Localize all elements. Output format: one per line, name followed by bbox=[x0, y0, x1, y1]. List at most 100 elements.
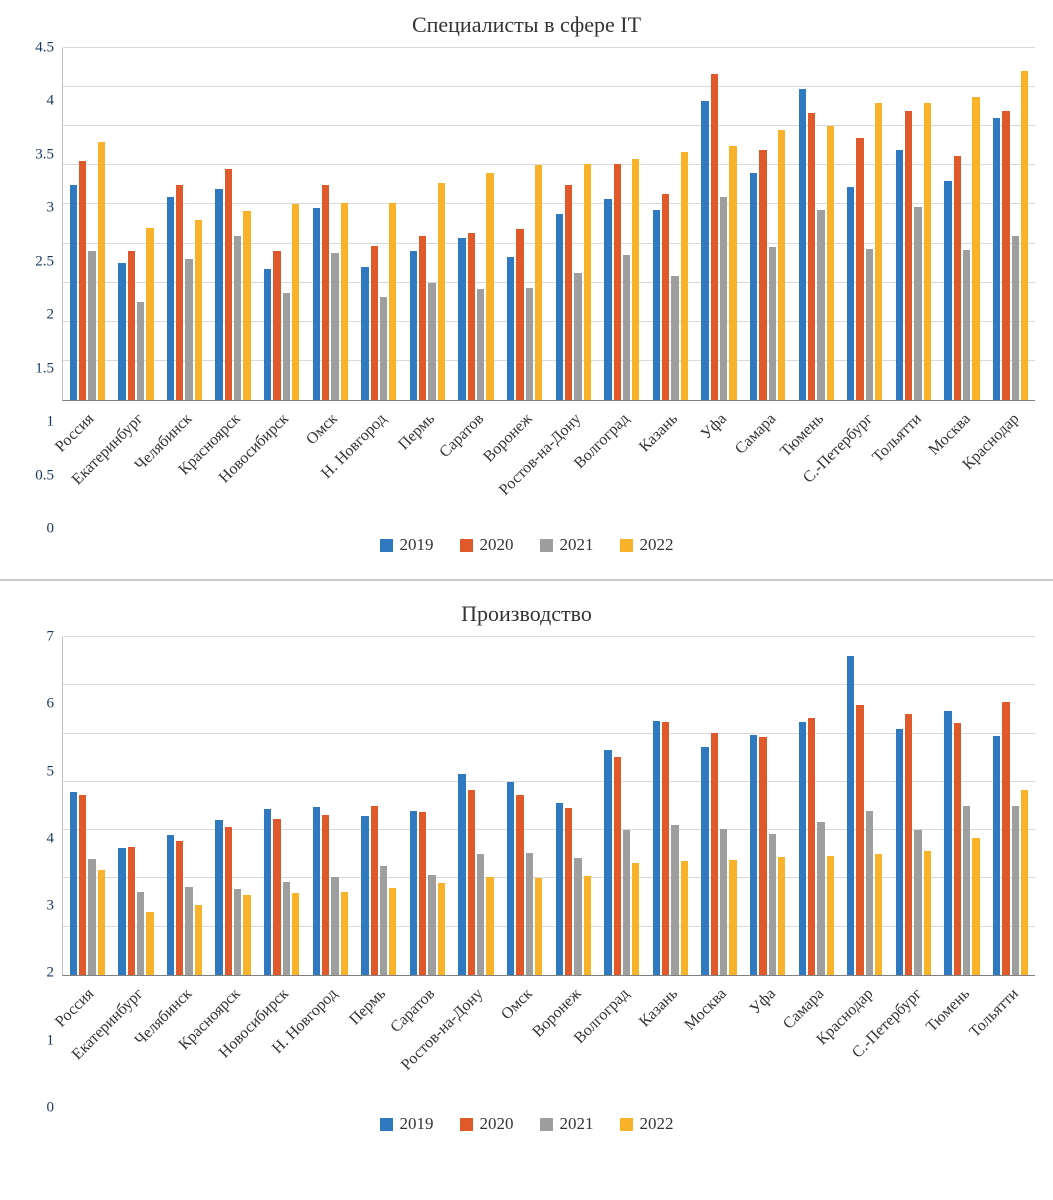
bar-2021 bbox=[477, 854, 485, 975]
x-label-cell: Уфа bbox=[695, 401, 744, 529]
gridline bbox=[63, 86, 1035, 88]
gridline bbox=[63, 829, 1035, 831]
bar-2020 bbox=[467, 233, 476, 400]
bar-2020 bbox=[127, 847, 135, 975]
bar-2019 bbox=[847, 656, 855, 975]
gridline bbox=[63, 925, 1035, 927]
bar-2022 bbox=[680, 152, 689, 400]
bar-2022 bbox=[583, 163, 591, 400]
bar-2020 bbox=[905, 110, 913, 400]
bar-group bbox=[841, 48, 890, 400]
x-label-cell: Воронеж bbox=[529, 976, 598, 1108]
bar-2020 bbox=[321, 184, 330, 400]
bar-2021 bbox=[720, 829, 728, 975]
bar-2020 bbox=[516, 795, 524, 975]
bar-2022 bbox=[777, 856, 786, 975]
y-tick-label: 2 bbox=[46, 964, 55, 981]
y-tick-label: 0 bbox=[46, 1099, 55, 1116]
bar-2022 bbox=[389, 888, 397, 975]
bar-group bbox=[938, 637, 987, 975]
bar-2020 bbox=[759, 736, 767, 975]
legend-swatch-icon bbox=[379, 538, 393, 552]
x-label-cell: Москва bbox=[682, 976, 744, 1108]
bar-2020 bbox=[419, 812, 427, 975]
x-axis: Россия Екатеринбург Челябинск Красноярск Нов… bbox=[52, 401, 1035, 529]
bar-2021 bbox=[88, 251, 96, 400]
bar-group bbox=[63, 637, 112, 975]
gridline bbox=[63, 164, 1035, 166]
bar-group bbox=[63, 48, 112, 400]
legend-swatch-icon bbox=[539, 1117, 553, 1131]
bar-2021 bbox=[185, 887, 193, 975]
bar-2022 bbox=[972, 838, 980, 975]
y-tick-label: 3 bbox=[46, 199, 55, 216]
bar-2020 bbox=[807, 112, 816, 400]
bar-2022 bbox=[340, 891, 348, 975]
bar-2022 bbox=[486, 877, 494, 975]
x-tick-label: Омск bbox=[497, 985, 536, 1024]
gridline bbox=[63, 242, 1035, 244]
bar-2019 bbox=[604, 198, 612, 400]
bar-2019 bbox=[409, 810, 418, 975]
bar-2022 bbox=[146, 227, 154, 400]
x-label-cell: С.-Петербург bbox=[849, 976, 938, 1108]
gridline bbox=[63, 780, 1035, 782]
legend-label: 2019 bbox=[399, 535, 434, 554]
y-tick-label: 0 bbox=[46, 520, 55, 537]
bar-2021 bbox=[622, 830, 631, 975]
bar-group bbox=[598, 48, 647, 400]
bar-2019 bbox=[507, 781, 515, 975]
bar-2019 bbox=[409, 251, 418, 400]
bar-2020 bbox=[613, 163, 621, 400]
gridline bbox=[63, 125, 1035, 127]
bar-2020 bbox=[273, 251, 281, 400]
bar-2019 bbox=[555, 802, 563, 975]
bar-2020 bbox=[419, 235, 427, 400]
bar-2019 bbox=[944, 710, 952, 975]
bar-2022 bbox=[875, 102, 883, 400]
bar-2019 bbox=[749, 173, 758, 400]
bar-2022 bbox=[97, 141, 105, 400]
bar-2021 bbox=[428, 874, 436, 975]
legend-label: 2022 bbox=[639, 535, 674, 554]
bar-2019 bbox=[895, 728, 904, 975]
legend-swatch-icon bbox=[619, 538, 633, 552]
x-label-cell: Новосибирск bbox=[216, 401, 306, 529]
bar-group bbox=[695, 637, 744, 975]
legend-swatch-icon bbox=[459, 538, 473, 552]
bar-group bbox=[549, 637, 598, 975]
bar-2021 bbox=[574, 273, 582, 400]
legend-swatch-icon bbox=[459, 1117, 473, 1131]
gridline bbox=[63, 203, 1035, 205]
legend-item: 2022 bbox=[619, 1114, 674, 1134]
y-tick-label: 3.5 bbox=[35, 146, 54, 163]
bar-group bbox=[112, 48, 161, 400]
bar-group bbox=[306, 637, 355, 975]
bar-2021 bbox=[622, 255, 631, 400]
bar-2020 bbox=[953, 155, 961, 400]
bar-2019 bbox=[166, 196, 175, 400]
legend-label: 2020 bbox=[479, 1114, 514, 1133]
bar-2019 bbox=[652, 720, 661, 975]
x-tick-label: Омск bbox=[303, 410, 341, 449]
bar-2019 bbox=[798, 721, 806, 975]
bar-group bbox=[500, 48, 549, 400]
bar-2021 bbox=[914, 830, 922, 975]
y-tick-label: 1 bbox=[46, 413, 55, 430]
x-label-cell: Пермь bbox=[395, 401, 452, 529]
legend-swatch-icon bbox=[539, 538, 553, 552]
bar-2021 bbox=[768, 247, 776, 400]
legend-item: 2019 bbox=[379, 535, 434, 555]
bar-2021 bbox=[136, 891, 145, 975]
bar-2021 bbox=[379, 866, 388, 975]
bar-2021 bbox=[817, 821, 825, 975]
bar-group bbox=[841, 637, 890, 975]
bar-2022 bbox=[243, 895, 251, 975]
bar-2021 bbox=[185, 259, 193, 400]
bar-group bbox=[695, 48, 744, 400]
bar-2020 bbox=[224, 169, 233, 400]
x-label-cell: Казань bbox=[636, 976, 695, 1108]
bar-2021 bbox=[234, 889, 242, 975]
bar-2020 bbox=[467, 790, 476, 975]
bar-2022 bbox=[923, 102, 932, 400]
